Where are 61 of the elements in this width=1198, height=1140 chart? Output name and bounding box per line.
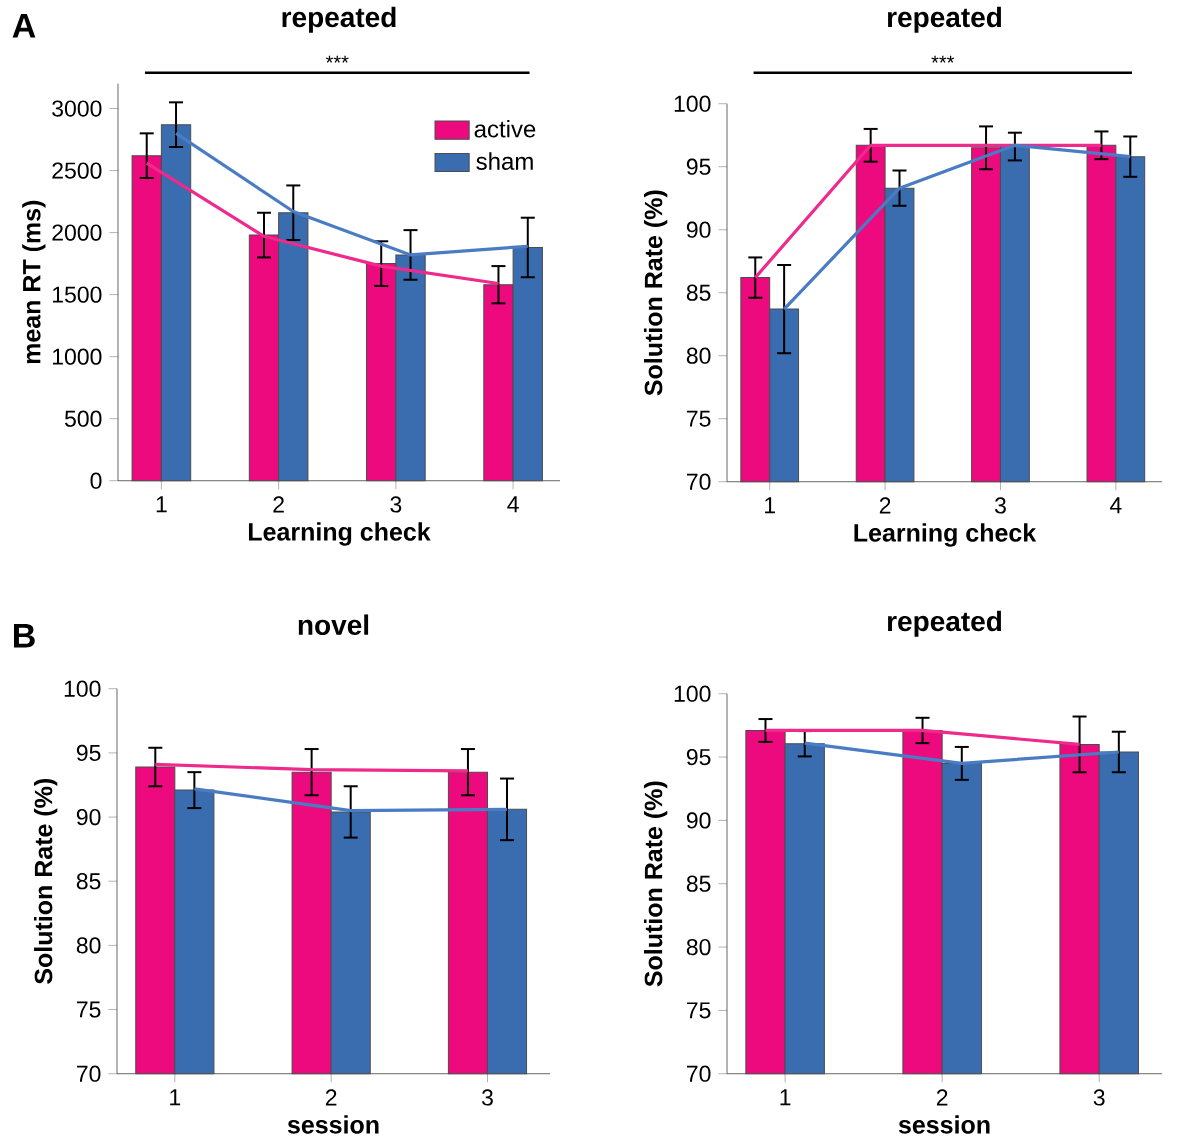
text: *** (931, 55, 955, 63)
y-tick-label: 80 (686, 938, 711, 956)
legend-label: sham (476, 152, 533, 170)
y-tick-label: 80 (686, 347, 711, 364)
y-tick-label: 3000 (52, 100, 102, 117)
y-tick-label: 70 (77, 1065, 101, 1082)
x-tick-label: 2 (879, 497, 891, 514)
x-tick-label: 4 (507, 496, 519, 512)
x-axis-title: Learning check (248, 522, 431, 546)
chart-title: repeated (282, 6, 396, 33)
y-tick-label: 500 (64, 410, 102, 427)
text: A (12, 13, 36, 38)
x-axis-title: Learning check (854, 523, 1037, 547)
y-tick-label: 95 (686, 158, 711, 175)
y-tick-label: 70 (687, 1065, 711, 1082)
y-tick-label: 95 (686, 748, 711, 766)
x-axis-title: session (898, 1115, 990, 1134)
x-tick-label: 1 (170, 1089, 181, 1105)
y-tick-label: 90 (686, 221, 711, 238)
y-tick-label: 75 (687, 410, 711, 427)
x-tick-label: 4 (1110, 497, 1122, 513)
y-axis-title: Solution Rate (%) (643, 781, 668, 987)
x-tick-label: 1 (156, 496, 167, 512)
x-tick-label: 2 (273, 496, 284, 513)
legend-label: active (474, 119, 536, 138)
chart-title: repeated (888, 610, 1002, 637)
y-axis-title: mean RT (ms) (22, 200, 46, 364)
y-tick-label: 75 (687, 1002, 711, 1019)
x-axis-title: session (287, 1115, 379, 1134)
y-tick-label: 80 (76, 937, 101, 954)
y-tick-label: 100 (64, 680, 101, 697)
x-tick-label: 3 (994, 497, 1006, 514)
chart-title: repeated (888, 6, 1002, 33)
y-tick-label: 75 (77, 1001, 101, 1018)
y-tick-label: 95 (76, 744, 101, 761)
x-tick-label: 2 (325, 1089, 337, 1106)
text: B (14, 623, 35, 648)
y-tick-label: 85 (76, 872, 101, 890)
x-tick-label: 3 (1093, 1089, 1105, 1106)
y-tick-label: 70 (687, 473, 711, 490)
y-tick-label: 1000 (52, 348, 102, 365)
y-axis-title: Solution Rate (%) (33, 778, 58, 984)
y-tick-label: 85 (686, 284, 711, 301)
x-tick-label: 3 (481, 1089, 493, 1106)
x-tick-label: 1 (765, 497, 775, 513)
y-tick-label: 2000 (52, 224, 102, 241)
x-tick-label: 2 (936, 1089, 948, 1106)
y-tick-label: 1500 (52, 286, 102, 303)
y-tick-label: 2500 (52, 162, 102, 179)
y-axis-title: Solution Rate (%) (643, 190, 668, 396)
y-tick-label: 100 (674, 685, 711, 702)
chart-title: novel (298, 614, 369, 635)
y-tick-label: 85 (686, 875, 711, 892)
y-tick-label: 90 (686, 812, 711, 829)
y-tick-label: 90 (76, 808, 101, 826)
line-series (782, 143, 1132, 311)
x-tick-label: 3 (390, 496, 402, 513)
text: *** (325, 55, 349, 63)
y-tick-label: 0 (90, 472, 102, 489)
x-tick-label: 1 (780, 1089, 791, 1105)
y-tick-label: 100 (674, 95, 711, 112)
